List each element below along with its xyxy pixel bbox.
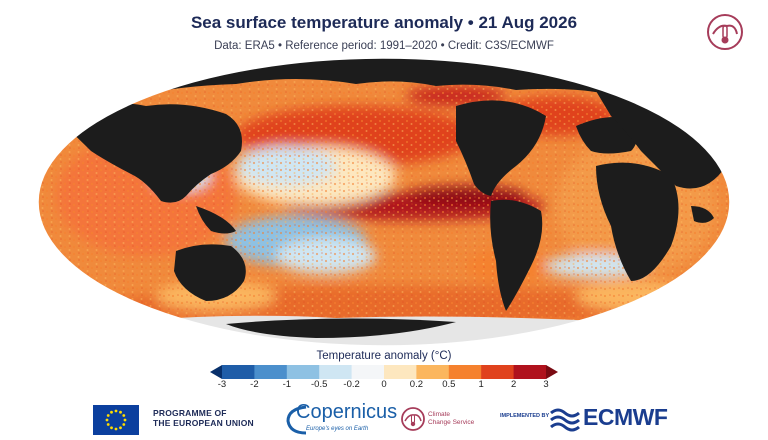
colorbar-tick-label: 1 <box>478 379 484 390</box>
colorbar-tick-label: -2 <box>250 379 259 390</box>
ecmwf-waves-icon <box>550 408 580 432</box>
eu-flag-logo <box>93 405 139 435</box>
colorbar-tick-label: -0.5 <box>311 379 328 390</box>
colorbar-segment <box>319 365 353 379</box>
colorbar-tick-label: 0.2 <box>409 379 423 390</box>
colorbar-ticks: -3 -2 -1 -0.5 -0.2 0 0.2 0.5 1 2 3 <box>210 379 558 393</box>
copernicus-tagline: Europe's eyes on Earth <box>306 426 369 432</box>
copernicus-arc-icon <box>286 405 307 435</box>
ecmwf-wordmark: ECMWF <box>583 404 668 430</box>
c3s-line-2: Change Service <box>428 418 475 426</box>
eu-line-1: PROGRAMME OF <box>153 408 227 418</box>
colorbar <box>210 365 558 379</box>
c3s-logo: Climate Change Service <box>400 403 480 437</box>
colorbar-tick-label: -0.2 <box>343 379 360 390</box>
eu-star-icon <box>123 418 127 422</box>
eu-star-icon <box>119 426 122 430</box>
eu-star-icon <box>119 410 122 414</box>
colorbar-tick-label: -3 <box>217 379 227 390</box>
colorbar-segment <box>513 365 547 379</box>
eu-star-icon <box>114 409 118 413</box>
eu-star-icon <box>122 423 126 426</box>
colorbar-tick-label: -1 <box>282 379 292 390</box>
c3s-thermometer-logo <box>707 14 743 50</box>
colorbar-segment <box>481 365 515 379</box>
antarctica-land <box>226 318 456 338</box>
globe-outline <box>37 57 731 347</box>
eu-star-icon <box>106 423 110 426</box>
map-svg <box>37 57 731 347</box>
colorbar-segment <box>286 365 320 379</box>
colorbar-segment <box>384 365 417 379</box>
copernicus-wordmark: Copernicus <box>296 401 398 423</box>
eu-star-icon <box>105 418 109 422</box>
c3s-icon <box>401 407 425 431</box>
map-subtitle: Data: ERA5 • Reference period: 1991–2020… <box>214 40 554 52</box>
colorbar-segment <box>351 365 385 379</box>
eu-line-2: THE EUROPEAN UNION <box>153 418 254 428</box>
footer-logos: PROGRAMME OF THE EUROPEAN UNION Copernic… <box>0 398 768 439</box>
eu-star-icon <box>110 426 113 430</box>
map-title: Sea surface temperature anomaly • 21 Aug… <box>190 13 578 32</box>
copernicus-logo: Copernicus Europe's eyes on Earth <box>284 401 397 437</box>
eu-star-icon <box>106 414 110 417</box>
eu-star-icon <box>122 414 126 417</box>
colorbar-arrow-low <box>210 365 222 379</box>
eu-star-icon <box>110 410 113 414</box>
colorbar-segment <box>222 365 255 379</box>
sst-anomaly-map <box>36 56 732 348</box>
eu-programme-text: PROGRAMME OF THE EUROPEAN UNION <box>153 408 283 428</box>
colorbar-segment <box>448 365 482 379</box>
colorbar-segment <box>254 365 288 379</box>
ecmwf-logo: ECMWF <box>549 404 679 432</box>
colorbar-arrow-high <box>546 365 558 379</box>
colorbar-tick-label: 0.5 <box>442 379 456 390</box>
colorbar-segment <box>416 365 450 379</box>
c3s-line-1: Climate <box>428 411 451 418</box>
colorbar-tick-label: 3 <box>543 379 549 390</box>
colorbar-tick-label: 2 <box>510 379 517 390</box>
c3s-text: Climate Change Service <box>428 411 478 426</box>
eu-star-icon <box>114 427 118 431</box>
colorbar-tick-label: 0 <box>381 379 387 390</box>
legend-title: Temperature anomaly (°C) <box>316 350 452 362</box>
implemented-by-label: IMPLEMENTED BY <box>500 413 550 419</box>
